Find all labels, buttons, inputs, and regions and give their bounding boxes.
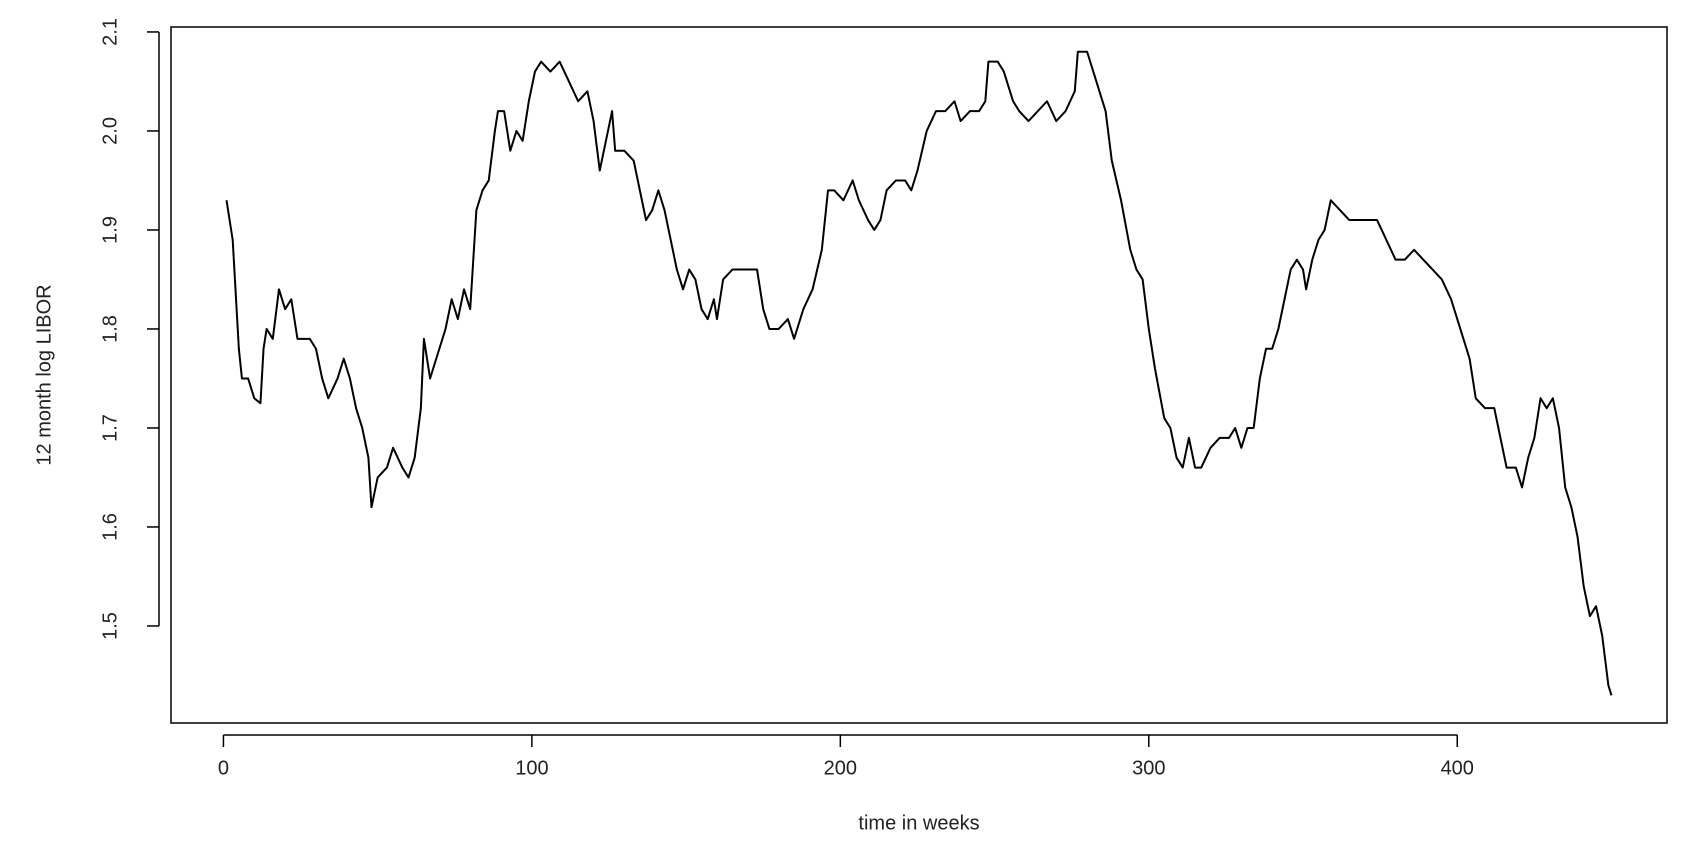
y-tick-label: 2.1 [99, 18, 121, 46]
data-line [225, 50, 1613, 696]
y-tick-label: 2.0 [99, 117, 121, 145]
plot-frame [170, 26, 1668, 724]
x-tick-label: 0 [218, 757, 229, 779]
y-tick-label: 1.7 [99, 414, 121, 442]
y-axis-label: 12 month log LIBOR [33, 284, 55, 465]
x-tick-label: 200 [824, 757, 857, 779]
x-axis-label: time in weeks [858, 812, 979, 834]
x-tick-label: 300 [1132, 757, 1165, 779]
x-tick-label: 400 [1441, 757, 1474, 779]
y-tick-label: 1.8 [99, 315, 121, 343]
y-tick-label: 1.9 [99, 216, 121, 244]
y-tick-label: 1.6 [99, 513, 121, 541]
x-tick-label: 100 [515, 757, 548, 779]
y-tick-label: 1.5 [99, 612, 121, 640]
